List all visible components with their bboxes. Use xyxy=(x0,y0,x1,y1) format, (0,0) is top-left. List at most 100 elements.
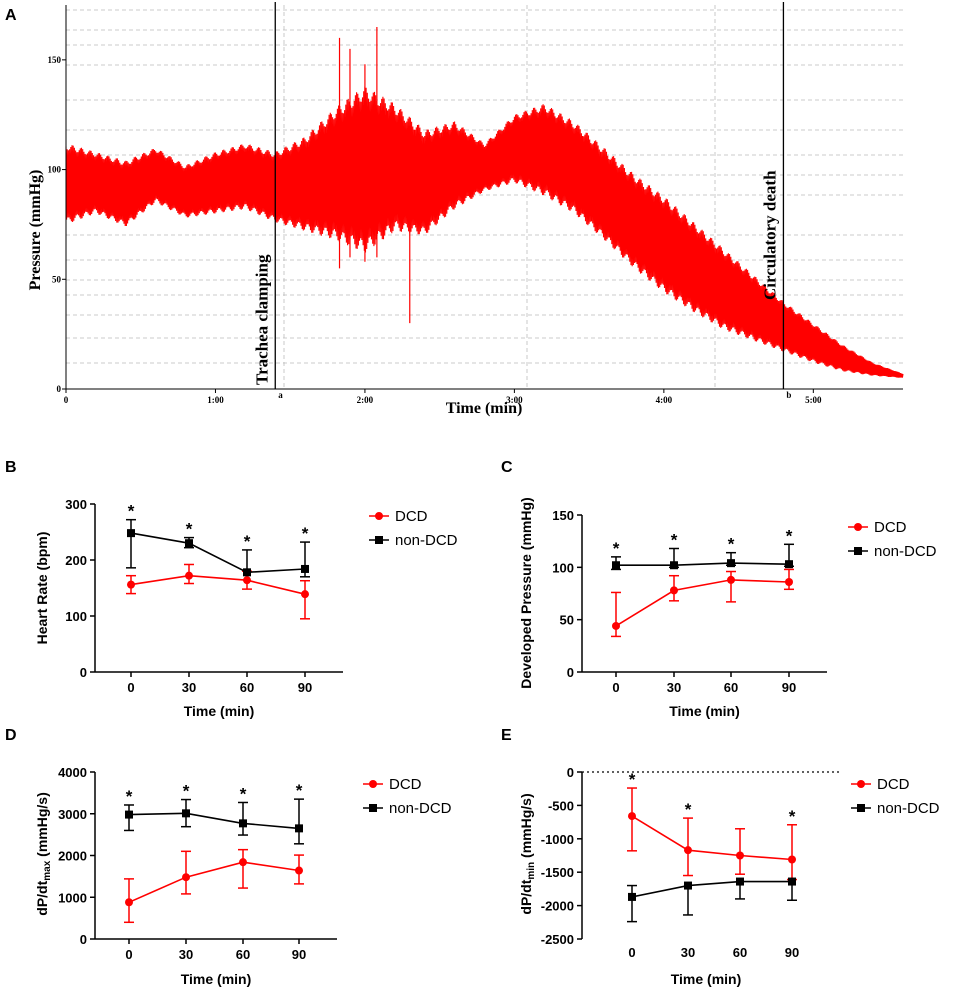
significance-star: * xyxy=(126,787,133,806)
legend-non-dcd-label: non-DCD xyxy=(395,532,458,549)
significance-star: * xyxy=(186,520,193,539)
legend-dcd-label: DCD xyxy=(877,776,910,793)
dcd-point xyxy=(788,855,796,864)
panel-a-letter: A xyxy=(5,7,17,24)
non-dcd-point xyxy=(239,819,247,828)
panel-letter: B xyxy=(5,459,17,476)
dcd-point xyxy=(736,851,744,860)
x-tick-label: 90 xyxy=(782,680,796,695)
x-axis-title: Time (min) xyxy=(181,971,252,987)
panel-a-y-tick: 100 xyxy=(48,165,62,175)
y-axis-title-unit: (mmHg/s) xyxy=(518,793,534,861)
x-tick-label: 60 xyxy=(236,947,250,962)
legend-dcd-marker xyxy=(854,523,862,531)
legend-dcd-marker xyxy=(857,780,865,788)
y-tick-label: 0 xyxy=(567,765,574,780)
significance-star: * xyxy=(786,526,793,545)
significance-star: * xyxy=(629,770,636,789)
non-dcd-point xyxy=(182,809,190,818)
y-tick-label: 100 xyxy=(552,560,574,575)
y-tick-label: 100 xyxy=(65,609,87,624)
y-tick-label: -500 xyxy=(548,798,574,813)
x-tick-label: 0 xyxy=(628,945,635,960)
panel-a-x-tick: 5:00 xyxy=(805,395,822,405)
y-tick-label: -2500 xyxy=(541,932,574,947)
non-dcd-point xyxy=(301,564,309,573)
y-tick-label: 3000 xyxy=(58,807,87,822)
x-axis-title: Time (min) xyxy=(184,703,255,719)
dcd-point xyxy=(239,858,247,867)
y-tick-label: 0 xyxy=(567,665,574,680)
non-dcd-point xyxy=(670,561,678,570)
dcd-line xyxy=(631,815,793,861)
y-axis-title-sub: max xyxy=(42,860,53,880)
panel-a-y-tick: 50 xyxy=(52,274,62,284)
x-axis-title: Time (min) xyxy=(671,971,742,987)
non-dcd-point xyxy=(185,539,193,548)
significance-star: * xyxy=(789,807,796,826)
non-dcd-point xyxy=(727,559,735,568)
significance-star: * xyxy=(728,535,735,554)
significance-star: * xyxy=(302,524,309,543)
x-tick-label: 60 xyxy=(733,945,747,960)
x-tick-label: 60 xyxy=(724,680,738,695)
panel-a-x-label: Time (min) xyxy=(446,400,523,417)
y-tick-label: 0 xyxy=(80,932,87,947)
y-axis-title: Heart Rate (bpm) xyxy=(34,532,50,645)
non-dcd-point xyxy=(125,810,133,819)
panel-a-x-tick: 2:00 xyxy=(357,395,374,405)
y-tick-label: 50 xyxy=(560,613,574,628)
x-tick-label: 60 xyxy=(240,680,254,695)
non-dcd-line xyxy=(128,812,300,830)
panel-a-x-tick: 3:00 xyxy=(506,395,523,405)
dcd-point xyxy=(301,590,309,599)
y-tick-label: 0 xyxy=(80,665,87,680)
dcd-point xyxy=(185,571,193,580)
legend-non-dcd-marker xyxy=(854,547,862,555)
x-tick-label: 30 xyxy=(179,947,193,962)
x-tick-label: 90 xyxy=(292,947,306,962)
panel-letter: E xyxy=(501,727,512,744)
y-axis-title: Developed Pressure (mmHg) xyxy=(518,497,534,688)
legend-dcd-label: DCD xyxy=(395,508,428,525)
y-tick-label: 2000 xyxy=(58,849,87,864)
dcd-point xyxy=(684,846,692,855)
event-marker-tag: b xyxy=(786,390,791,400)
event-marker-label: Circulatory death xyxy=(760,170,779,300)
significance-star: * xyxy=(183,782,190,801)
dcd-point xyxy=(670,586,678,595)
y-axis-title-main: dP/dt xyxy=(518,879,534,914)
x-tick-label: 0 xyxy=(612,680,619,695)
x-tick-label: 0 xyxy=(125,947,132,962)
legend-non-dcd-marker xyxy=(375,536,383,544)
y-tick-label: 4000 xyxy=(58,765,87,780)
y-tick-label: -1500 xyxy=(541,865,574,880)
y-tick-label: -1000 xyxy=(541,832,574,847)
dcd-line xyxy=(615,579,790,627)
panel-letter: D xyxy=(5,727,17,744)
x-tick-label: 90 xyxy=(785,945,799,960)
dcd-point xyxy=(612,621,620,630)
non-dcd-point xyxy=(736,877,744,886)
y-tick-label: 150 xyxy=(552,508,574,523)
panel-a-y-label: Pressure (mmHg) xyxy=(27,170,44,291)
dcd-point xyxy=(182,873,190,882)
y-axis-title-sub: min xyxy=(526,862,537,880)
dcd-line xyxy=(128,861,300,904)
significance-star: * xyxy=(613,539,620,558)
dcd-point xyxy=(243,576,251,585)
non-dcd-line xyxy=(130,532,306,574)
significance-star: * xyxy=(671,530,678,549)
dcd-point xyxy=(127,580,135,589)
x-tick-label: 0 xyxy=(127,680,134,695)
panel-a-x-tick: 1:00 xyxy=(207,395,224,405)
non-dcd-point xyxy=(612,561,620,570)
x-tick-label: 90 xyxy=(298,680,312,695)
legend-non-dcd-label: non-DCD xyxy=(874,543,937,560)
significance-star: * xyxy=(244,532,251,551)
y-axis-title: dP/dtmin (mmHg/s) xyxy=(518,793,537,914)
y-axis-title-unit: (mmHg/s) xyxy=(34,792,50,860)
significance-star: * xyxy=(296,781,303,800)
dcd-point xyxy=(727,575,735,584)
